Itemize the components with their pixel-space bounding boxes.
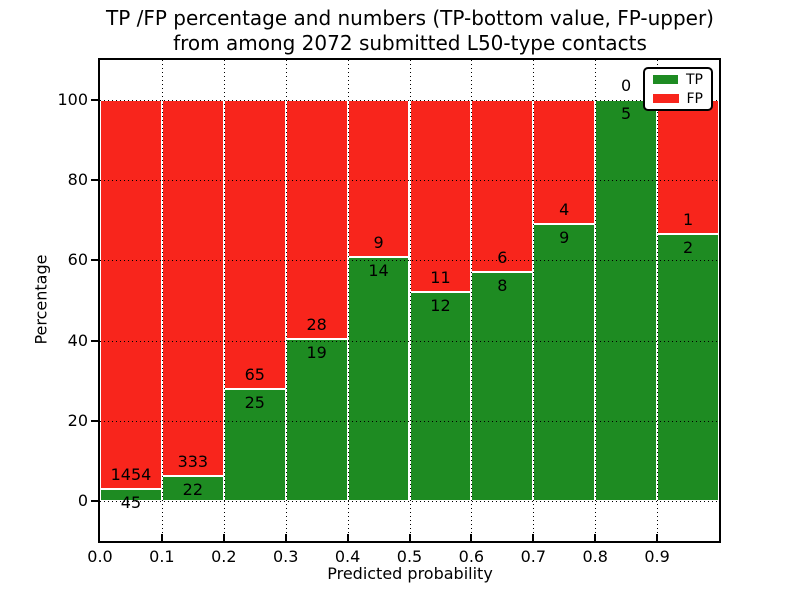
bar-value-label-fp: 9 [373,232,384,252]
gridline-vertical [285,60,287,541]
bar-value-label-tp: 14 [368,260,389,280]
x-tick-label: 0.5 [396,547,423,566]
gridline-vertical [223,60,225,541]
bar-value-label-tp: 25 [244,393,265,413]
bar-value-label-fp: 11 [430,267,451,287]
bar-segment-tp [657,233,719,501]
x-tick-label: 0.8 [582,547,608,566]
gridline-vertical [347,60,349,541]
x-tick-label: 0.3 [272,547,299,566]
x-tick-label: 0.1 [149,547,175,566]
bar-segment-fp [100,100,162,489]
legend-entry-fp: FP [653,92,703,106]
tp-legend-swatch [653,75,678,84]
y-tick-mark [91,339,98,342]
bar-segment-tp [161,476,224,501]
bar-value-label-tp: 12 [430,295,451,315]
bar-value-label-tp: 5 [621,104,632,124]
y-tick-mark [91,259,98,262]
bar-value-label-fp: 65 [244,365,265,385]
bar-value-label-tp: 8 [497,276,508,296]
y-tick-label: 40 [67,330,88,350]
legend: TP FP [643,67,713,111]
x-tick-mark [470,534,473,541]
bar-value-label-fp: 6 [497,248,508,268]
y-tick-label: 0 [77,490,88,510]
x-tick-mark [594,534,597,541]
gridline-horizontal [100,100,719,102]
x-tick-label: 0.6 [458,547,485,566]
x-tick-mark [284,534,287,541]
bar-value-label-fp: 1 [682,209,694,229]
bar-segment-tp [595,100,658,501]
bar-segment-tp [100,488,162,501]
plot-area: TP FP 1454 45 333 22 65 25 28 19 9 14 11 12 6 8 4 9 0 5 1 2… [57,58,721,566]
bar-segment-tp [533,223,596,501]
y-tick-label: 20 [67,410,88,430]
chart-title: TP /FP percentage and numbers (TP-bottom… [100,6,720,56]
y-tick-label: 80 [67,170,88,190]
x-axis-label: Predicted probability [327,564,493,583]
gridline-horizontal [100,260,719,262]
x-tick-mark [346,534,349,541]
chart-title-line2: from among 2072 submitted L50-type conta… [173,31,647,55]
bar-segment-fp [285,100,348,339]
x-tick-label: 0.7 [520,547,547,566]
bar-value-label-fp: 28 [306,314,327,334]
bar-segment-fp [409,100,472,292]
x-tick-mark [532,534,535,541]
x-tick-mark [160,534,163,541]
gridline-vertical [409,60,411,541]
bar-value-label-tp: 2 [682,237,694,257]
gridline-horizontal [100,340,719,342]
x-tick-label: 0.2 [211,547,237,566]
gridline-vertical [161,60,163,541]
bar-segment-tp [471,272,534,501]
y-tick-mark [91,179,98,182]
x-tick-label: 0.9 [644,547,670,566]
bar-value-label-tp: 9 [559,227,570,247]
y-tick-label: 60 [67,250,88,270]
bar-value-label-fp: 1454 [110,464,152,484]
fp-legend-swatch [653,94,679,103]
bar-value-label-tp: 22 [182,480,204,500]
chart-title-line1: TP /FP percentage and numbers (TP-bottom… [106,6,714,30]
bar-value-label-fp: 4 [559,199,570,219]
bar-value-label-tp: 45 [120,492,142,512]
gridline-horizontal [100,500,719,502]
gridline-horizontal [100,420,719,422]
legend-label-fp: FP [686,90,704,107]
y-axis-label: Percentage [31,254,51,345]
bar-segment-fp [471,100,534,273]
x-tick-mark [222,534,225,541]
x-tick-label: 0.0 [87,547,113,566]
bar-segment-tp [223,389,286,501]
x-tick-label: 0.4 [334,547,361,566]
x-tick-mark [408,534,411,541]
bar-segment-fp [161,100,224,477]
bar-segment-tp [285,338,348,501]
gridline-horizontal [100,180,719,182]
legend-label-tp: TP [686,71,703,88]
y-tick-label: 100 [57,90,88,110]
y-tick-mark [91,419,98,422]
y-tick-mark [91,99,98,102]
y-tick-mark [91,499,98,502]
bar-value-label-fp: 0 [621,76,632,96]
gridline-vertical [657,60,659,541]
legend-entry-tp: TP [653,73,703,87]
bar-value-label-fp: 333 [177,452,209,472]
bar-segment-tp [347,256,410,501]
gridline-vertical [471,60,473,541]
bar-segment-tp [409,291,472,501]
gridline-vertical [533,60,535,541]
bar-segment-fp [223,100,286,390]
bar-value-label-tp: 19 [306,342,327,362]
gridline-vertical [595,60,597,541]
x-tick-mark [656,534,659,541]
